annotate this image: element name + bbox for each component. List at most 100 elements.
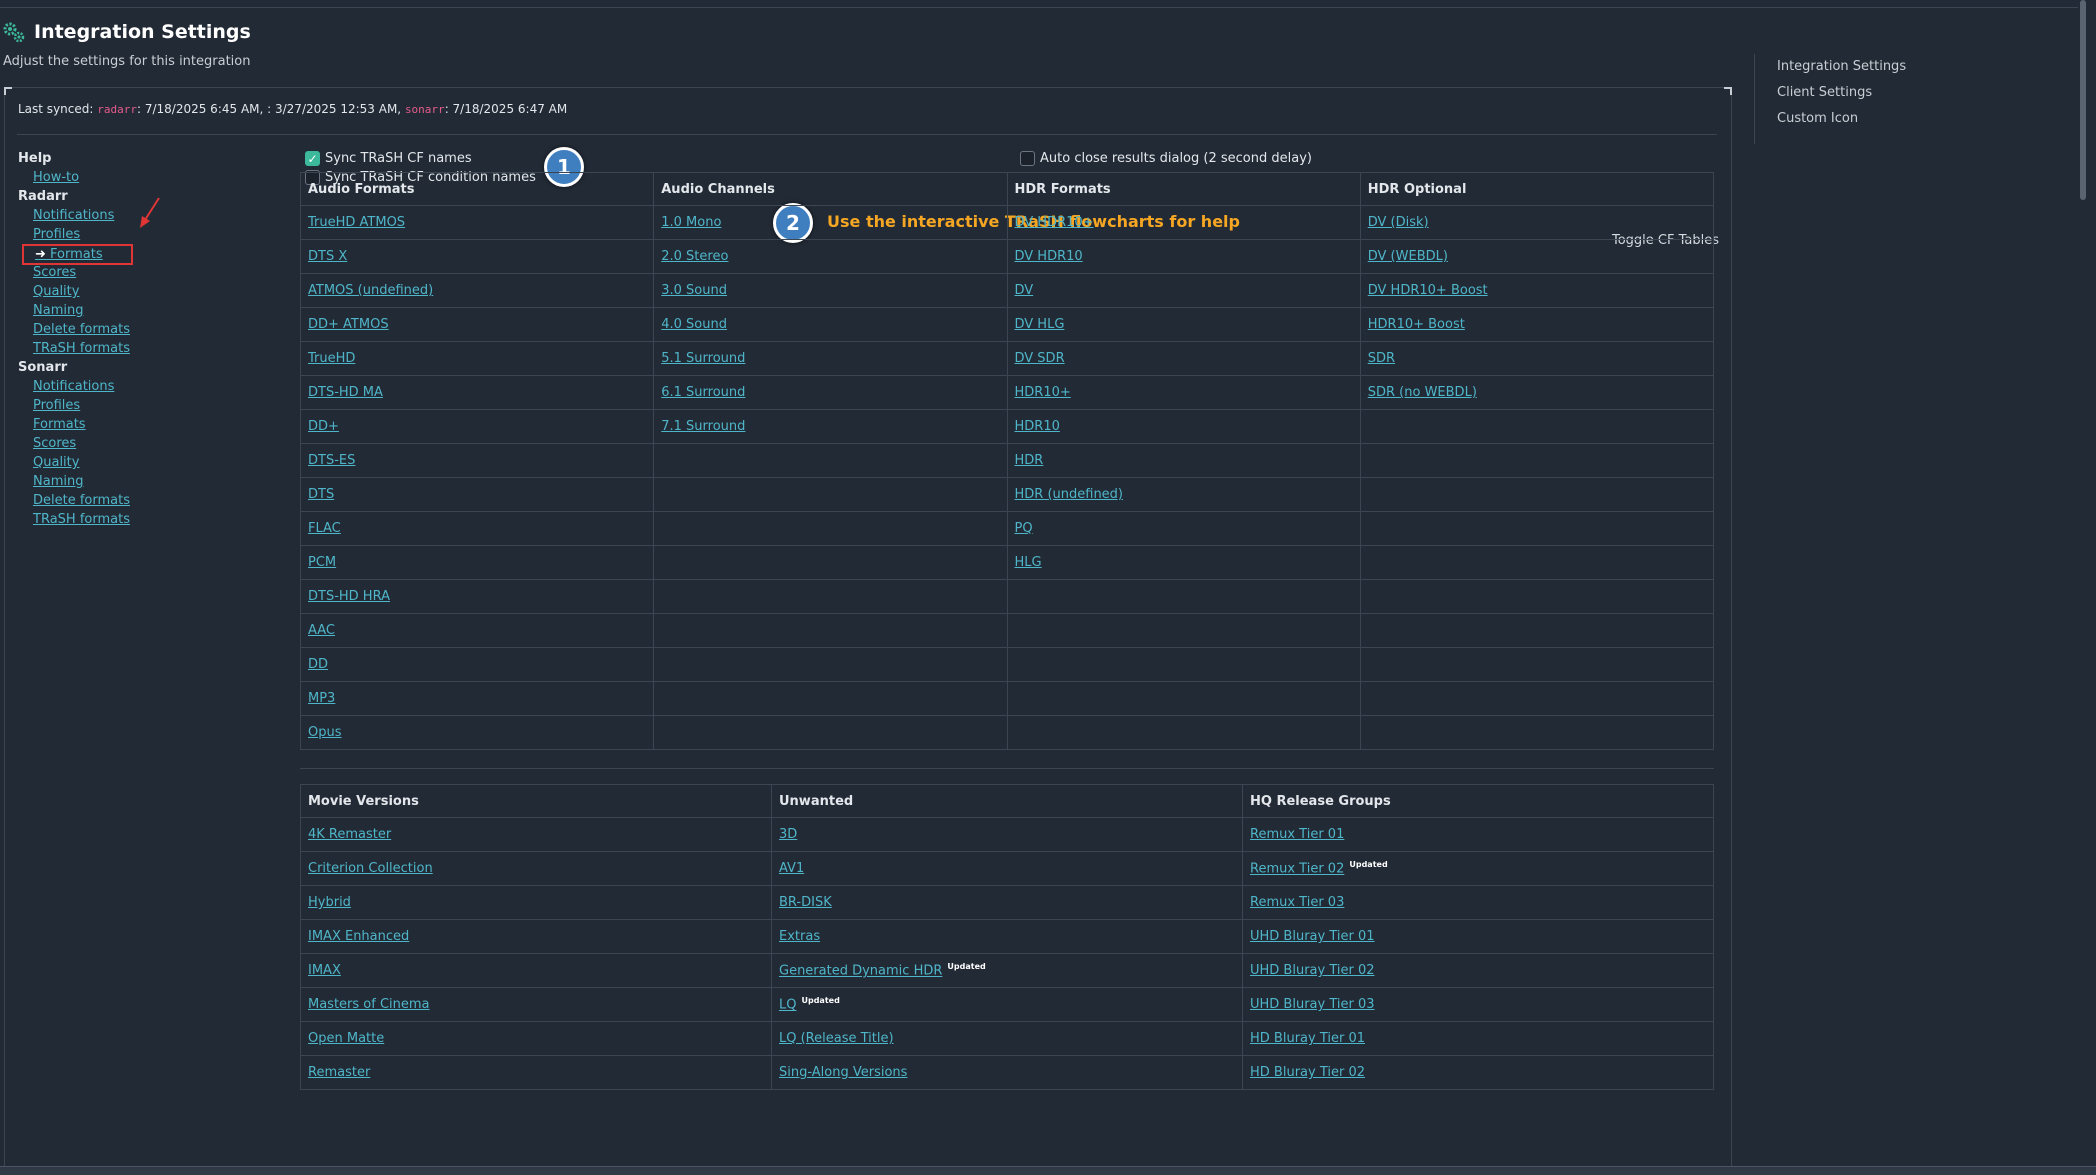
nav-item-radarr-notifications[interactable]: Notifications	[33, 208, 115, 223]
cf-link-dd[interactable]: DD	[308, 657, 329, 672]
nav-item-sonarr-quality[interactable]: Quality	[33, 455, 80, 470]
cf-link-remux-tier-01[interactable]: Remux Tier 01	[1250, 827, 1345, 842]
cf-link-hdr10-boost[interactable]: HDR10+ Boost	[1367, 317, 1465, 332]
nav-item-sonarr-trash-formats[interactable]: TRaSH formats	[33, 512, 130, 527]
nav-item-radarr-scores[interactable]: Scores	[33, 265, 77, 280]
nav-item-radarr-naming[interactable]: Naming	[33, 303, 84, 318]
table-cell: DTS-ES	[299, 443, 655, 478]
cf-link-hd-bluray-tier-02[interactable]: HD Bluray Tier 02	[1250, 1065, 1365, 1080]
right-nav-client-settings[interactable]: Client Settings	[1777, 85, 1873, 100]
cf-link-dts[interactable]: DTS	[308, 487, 335, 502]
nav-item-radarr-quality[interactable]: Quality	[33, 284, 80, 299]
cf-link-dv-hdr10[interactable]: DV HDR10	[1014, 249, 1083, 264]
cf-link-dv-hlg[interactable]: DV HLG	[1014, 317, 1065, 332]
cf-link-open-matte[interactable]: Open Matte	[308, 1031, 385, 1046]
cf-link-dv-hdr10[interactable]: DV HDR10+	[1014, 215, 1094, 230]
sync-cf-names-checkbox[interactable]	[305, 151, 320, 166]
table-cell: DTS X	[299, 239, 655, 274]
cf-link-sdr[interactable]: SDR	[1367, 351, 1396, 366]
table-cell: SDR (no WEBDL)	[1359, 375, 1715, 410]
cf-link-dv[interactable]: DV	[1014, 283, 1034, 298]
cf-link-remux-tier-02[interactable]: Remux Tier 02	[1250, 861, 1345, 877]
cf-link-6-1-surround[interactable]: 6.1 Surround	[661, 385, 746, 400]
cf-link-dts-hd-ma[interactable]: DTS-HD MA	[308, 385, 383, 400]
cf-link-uhd-bluray-tier-03[interactable]: UHD Bluray Tier 03	[1250, 997, 1375, 1012]
cf-link-pq[interactable]: PQ	[1014, 521, 1033, 536]
table-row: 4K Remaster 3D Remux Tier 01	[300, 817, 1714, 852]
cf-link-sing-along-versions[interactable]: Sing-Along Versions	[779, 1065, 908, 1080]
cf-link-7-1-surround[interactable]: 7.1 Surround	[661, 419, 746, 434]
cf-link-remaster[interactable]: Remaster	[308, 1065, 371, 1080]
table-cell	[1359, 511, 1715, 546]
table-cell: Hybrid	[300, 885, 772, 920]
cf-link-imax[interactable]: IMAX	[308, 963, 341, 978]
cf-link-truehd-atmos[interactable]: TrueHD ATMOS	[308, 215, 406, 230]
cf-link-av1[interactable]: AV1	[779, 861, 805, 876]
cf-link-4k-remaster[interactable]: 4K Remaster	[308, 827, 392, 842]
table-cell	[653, 477, 1008, 512]
cf-link-mp3[interactable]: MP3	[308, 691, 336, 706]
cf-link-dts-es[interactable]: DTS-ES	[308, 453, 356, 468]
cf-link-3d[interactable]: 3D	[779, 827, 798, 842]
cf-link-dv-sdr[interactable]: DV SDR	[1014, 351, 1065, 366]
cf-link-criterion-collection[interactable]: Criterion Collection	[308, 861, 433, 876]
nav-item-help-howto[interactable]: How-to	[33, 170, 80, 185]
cf-link-dts-hd-hra[interactable]: DTS-HD HRA	[308, 589, 390, 604]
cf-link-masters-of-cinema[interactable]: Masters of Cinema	[308, 997, 430, 1012]
table-row: Remaster Sing-Along Versions HD Bluray Tie…	[300, 1055, 1714, 1090]
cf-link-1-0-mono[interactable]: 1.0 Mono	[661, 215, 722, 230]
cf-link-flac[interactable]: FLAC	[308, 521, 341, 536]
nav-item-sonarr-delete-formats[interactable]: Delete formats	[33, 493, 130, 508]
cf-link-dv-hdr10-boost[interactable]: DV HDR10+ Boost	[1367, 283, 1488, 298]
cf-link-hdr10[interactable]: HDR10	[1014, 419, 1060, 434]
nav-item-sonarr-profiles[interactable]: Profiles	[33, 398, 81, 413]
cf-link-hdr[interactable]: HDR	[1014, 453, 1044, 468]
cf-link-dts-x[interactable]: DTS X	[308, 249, 348, 264]
nav-item-sonarr-notifications[interactable]: Notifications	[33, 379, 115, 394]
nav-item-radarr-profiles[interactable]: Profiles	[33, 227, 81, 242]
nav-item-radarr-trash-formats[interactable]: TRaSH formats	[33, 341, 130, 356]
cf-link-3-0-sound[interactable]: 3.0 Sound	[661, 283, 727, 298]
cf-link-hlg[interactable]: HLG	[1014, 555, 1042, 570]
cf-link-uhd-bluray-tier-02[interactable]: UHD Bluray Tier 02	[1250, 963, 1375, 978]
cf-link-generated-dynamic-hdr[interactable]: Generated Dynamic HDR	[779, 963, 943, 979]
cf-link-lq[interactable]: LQ	[779, 997, 797, 1013]
horizontal-scrollbar[interactable]	[0, 1166, 2096, 1175]
cf-link-2-0-stereo[interactable]: 2.0 Stereo	[661, 249, 729, 264]
cf-link-hd-bluray-tier-01[interactable]: HD Bluray Tier 01	[1250, 1031, 1365, 1046]
right-nav-custom-icon[interactable]: Custom Icon	[1777, 111, 1859, 126]
cf-link-imax-enhanced[interactable]: IMAX Enhanced	[308, 929, 410, 944]
cf-link-dv-webdl[interactable]: DV (WEBDL)	[1367, 249, 1448, 264]
cf-link-4-0-sound[interactable]: 4.0 Sound	[661, 317, 727, 332]
cf-link-hdr10[interactable]: HDR10+	[1014, 385, 1071, 400]
cf-link-sdr-no-webdl[interactable]: SDR (no WEBDL)	[1367, 385, 1477, 400]
vertical-scrollbar[interactable]	[2080, 0, 2086, 200]
auto-close-option[interactable]: Auto close results dialog (2 second dela…	[1020, 149, 1312, 168]
cf-link-uhd-bluray-tier-01[interactable]: UHD Bluray Tier 01	[1250, 929, 1375, 944]
nav-item-sonarr-formats[interactable]: Formats	[33, 417, 86, 432]
nav-item-sonarr-naming[interactable]: Naming	[33, 474, 84, 489]
sync-cf-names-option[interactable]: Sync TRaSH CF names	[305, 149, 536, 168]
cf-link-remux-tier-03[interactable]: Remux Tier 03	[1250, 895, 1345, 910]
table-cell: Remux Tier 02 Updated	[1242, 851, 1714, 886]
cf-link-dd[interactable]: DD+	[308, 419, 339, 434]
cf-link-hybrid[interactable]: Hybrid	[308, 895, 351, 910]
right-nav-integration-settings[interactable]: Integration Settings	[1777, 59, 1907, 74]
cf-link-lq-release-title[interactable]: LQ (Release Title)	[779, 1031, 894, 1046]
cf-link-hdr-undefined[interactable]: HDR (undefined)	[1014, 487, 1124, 502]
nav-item-radarr-delete-formats[interactable]: Delete formats	[33, 322, 130, 337]
cf-link-dv-disk[interactable]: DV (Disk)	[1367, 215, 1429, 230]
cf-link-aac[interactable]: AAC	[308, 623, 335, 638]
cf-link-atmos-undefined[interactable]: ATMOS (undefined)	[308, 283, 434, 298]
cf-link-5-1-surround[interactable]: 5.1 Surround	[661, 351, 746, 366]
cf-link-truehd[interactable]: TrueHD	[308, 351, 356, 366]
cf-link-br-disk[interactable]: BR-DISK	[779, 895, 832, 910]
cf-link-opus[interactable]: Opus	[308, 725, 342, 740]
auto-close-checkbox[interactable]	[1020, 151, 1035, 166]
nav-item-sonarr-scores[interactable]: Scores	[33, 436, 77, 451]
cf-link-dd-atmos[interactable]: DD+ ATMOS	[308, 317, 389, 332]
cf-link-extras[interactable]: Extras	[779, 929, 821, 944]
nav-item-radarr-formats[interactable]: ➜ Formats	[22, 244, 133, 265]
cf-link-pcm[interactable]: PCM	[308, 555, 337, 570]
table-cell: Remux Tier 03	[1242, 885, 1714, 920]
